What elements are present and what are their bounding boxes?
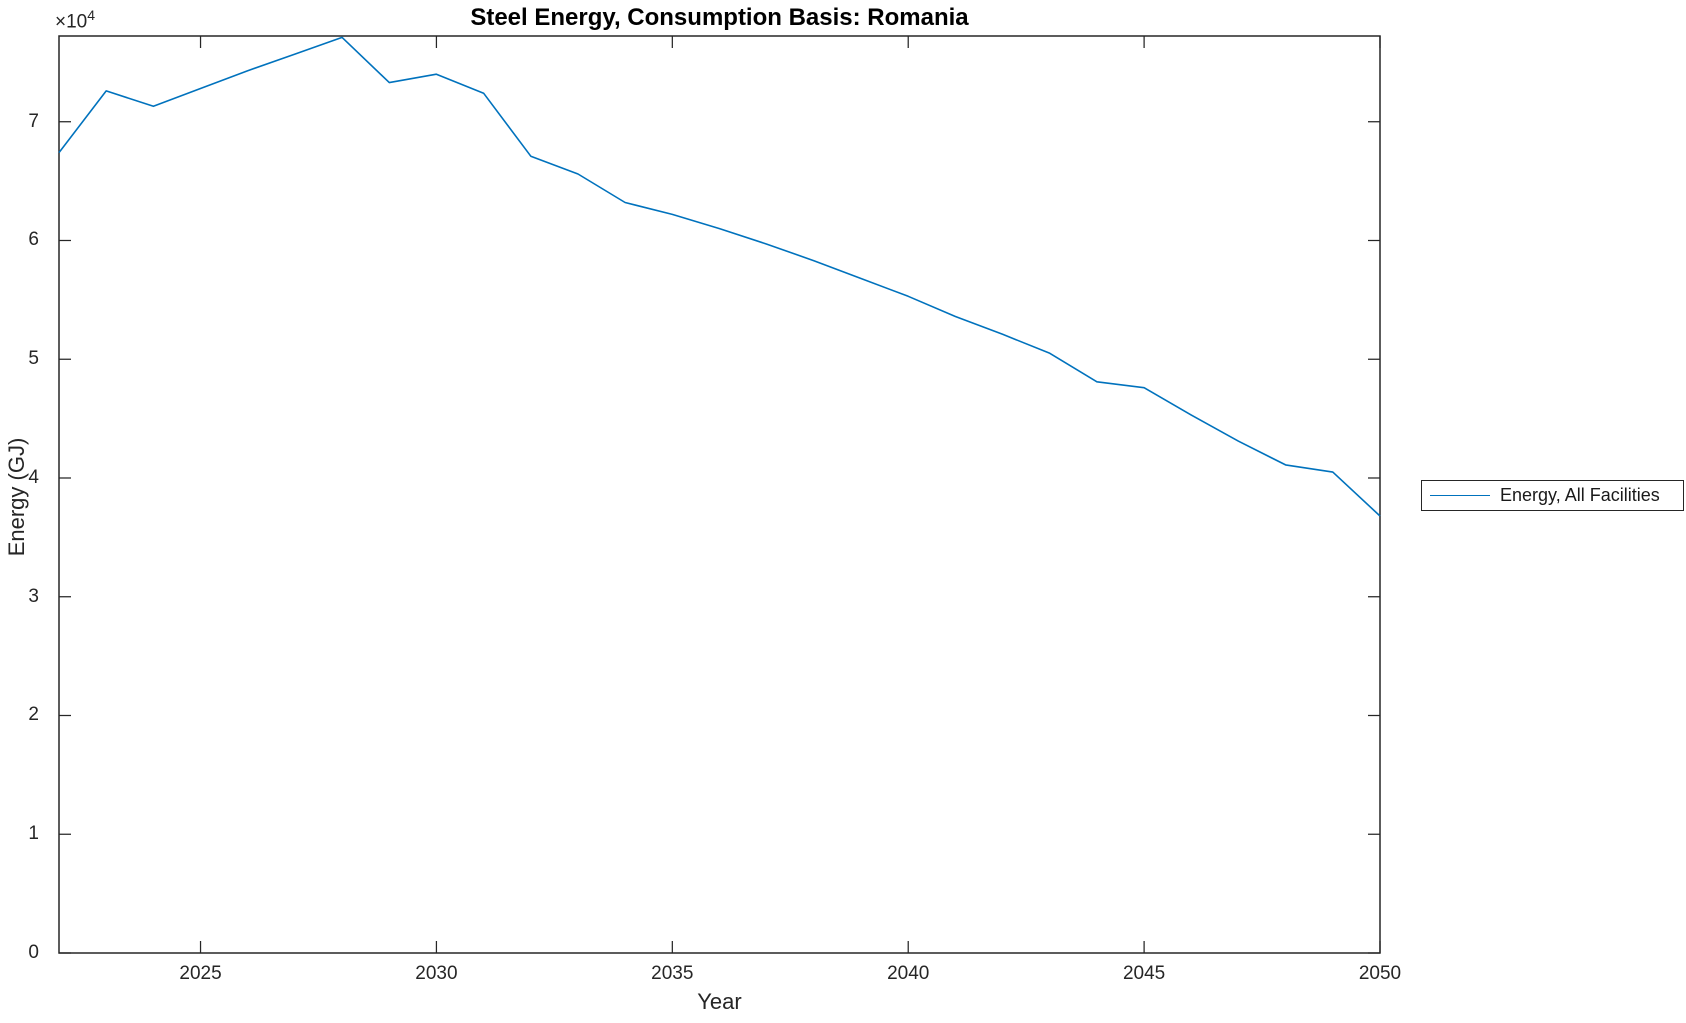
y-tick-label: 1 — [28, 823, 39, 845]
y-tick-label: 4 — [28, 466, 39, 488]
axes-box — [58, 35, 1381, 954]
y-tick-label: 0 — [28, 942, 39, 963]
y-tick-label: 7 — [28, 110, 39, 132]
y-tick-label: 2 — [28, 704, 39, 726]
y-axis-scale-multiplier: ×104 — [55, 7, 96, 33]
series-line — [58, 36, 1381, 517]
legend-box: Energy, All Facilities — [1421, 480, 1684, 511]
x-tick-label: 2045 — [1122, 963, 1166, 984]
legend-entry-label: Energy, All Facilities — [1500, 485, 1660, 505]
x-tick-label: 2025 — [179, 963, 222, 984]
y-axis-label: Energy (GJ) — [4, 437, 29, 557]
x-tick-label: 2035 — [651, 963, 694, 984]
x-tick-label: 2050 — [1358, 963, 1402, 984]
y-tick-label: 5 — [28, 348, 39, 370]
y-tick-label: 3 — [28, 585, 39, 607]
chart-title: Steel Energy, Consumption Basis: Romania — [470, 4, 969, 31]
x-axis-label: Year — [697, 989, 742, 1014]
legend-line-sample-icon — [1430, 495, 1490, 496]
x-tick-label: 2030 — [415, 963, 458, 984]
y-tick-label: 6 — [28, 229, 39, 251]
x-tick-label: 2040 — [887, 963, 930, 984]
